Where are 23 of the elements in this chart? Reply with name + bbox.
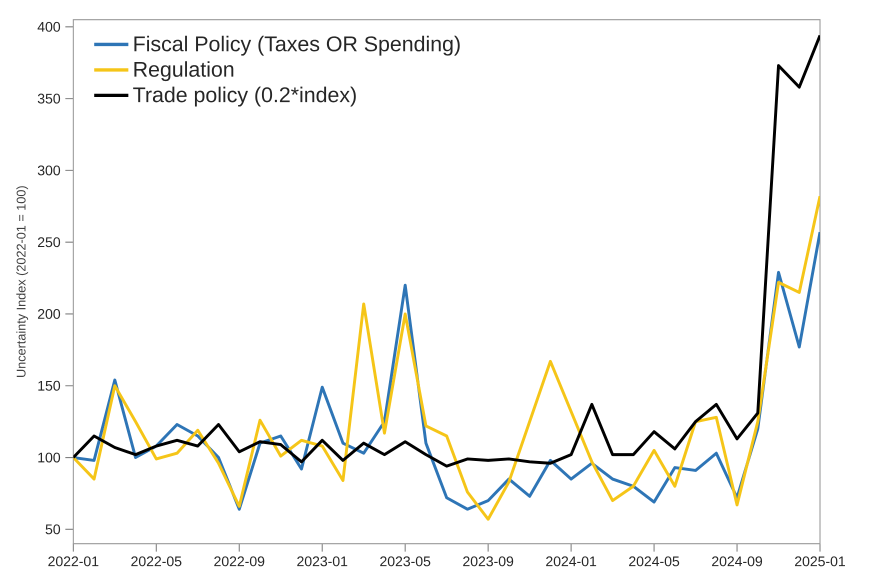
x-tick-label: 2024-01	[546, 556, 596, 566]
x-tick-label: 2023-09	[463, 556, 514, 566]
legend-label: Trade policy (0.2*index)	[133, 86, 356, 107]
y-tick-label: 300	[38, 165, 60, 176]
y-tick-label: 250	[38, 237, 60, 248]
x-tick-label: 2024-09	[712, 556, 762, 566]
x-tick-label: 2022-01	[48, 556, 98, 566]
x-tick-label: 2025-01	[795, 556, 845, 566]
y-tick-label: 350	[38, 94, 60, 104]
legend-label: Fiscal Policy (Taxes OR Spending)	[134, 36, 460, 56]
x-tick-label: 2022-05	[131, 556, 182, 566]
y-tick-label: 200	[38, 309, 60, 319]
y-tick-label: 50	[46, 524, 60, 534]
legend-label: Regulation	[134, 61, 234, 82]
y-tick-label: 150	[38, 380, 60, 391]
x-tick-label: 2023-05	[380, 556, 430, 566]
y-tick-label: 100	[38, 452, 60, 462]
y-tick-label: 400	[38, 22, 60, 32]
x-tick-label: 2024-05	[629, 556, 680, 566]
y-axis-title: Uncertainty Index (2022-01 = 100)	[16, 186, 28, 377]
x-tick-label: 2023-01	[297, 556, 348, 566]
x-tick-label: 2022-09	[214, 556, 264, 566]
line-series	[73, 34, 820, 468]
